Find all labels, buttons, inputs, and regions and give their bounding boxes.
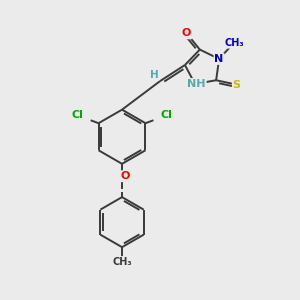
Text: S: S	[233, 80, 241, 90]
Text: CH₃: CH₃	[224, 38, 244, 48]
Text: NH: NH	[187, 79, 206, 89]
Text: O: O	[182, 28, 191, 38]
Text: H: H	[150, 70, 158, 80]
Text: Cl: Cl	[161, 110, 172, 120]
Text: CH₃: CH₃	[112, 257, 132, 267]
Text: O: O	[121, 171, 130, 181]
Text: Cl: Cl	[71, 110, 83, 120]
Text: N: N	[214, 54, 224, 64]
